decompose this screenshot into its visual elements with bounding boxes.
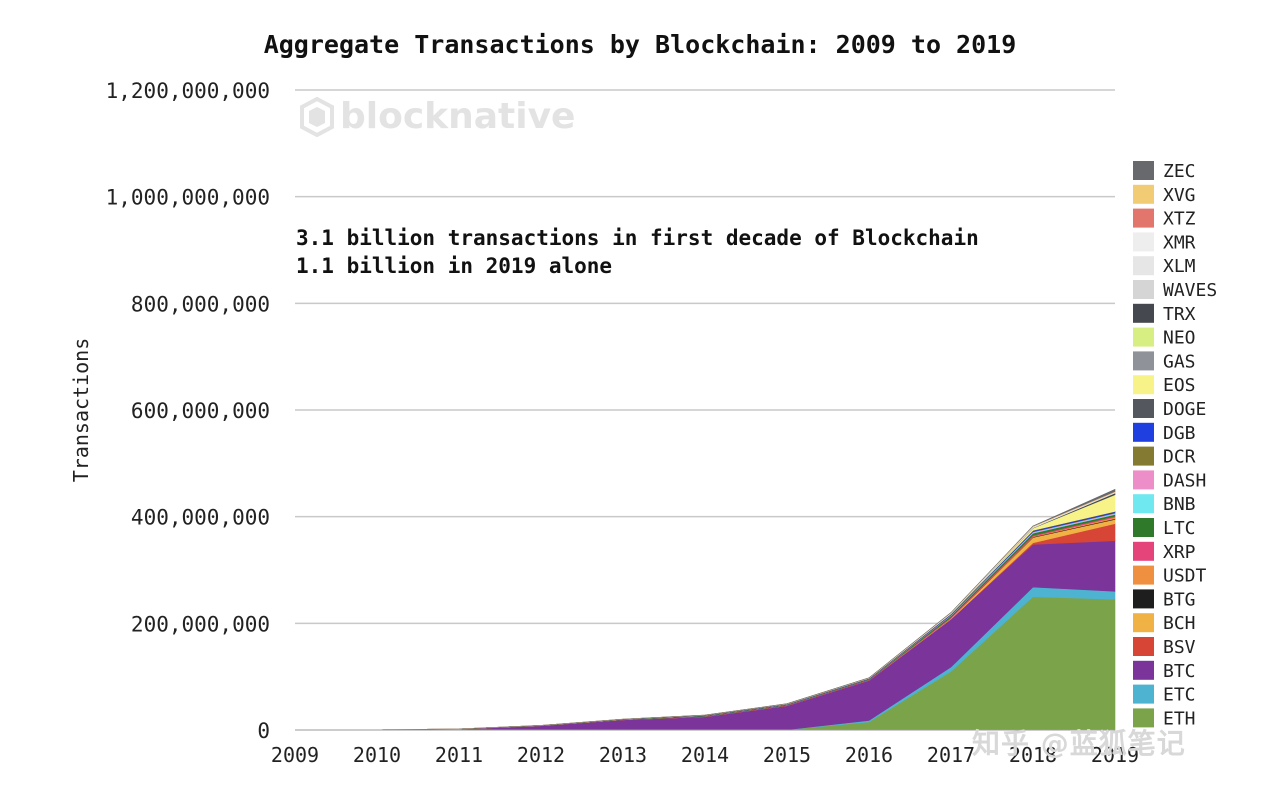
- legend-swatch-dcr: [1133, 446, 1154, 466]
- x-tick-label-2018: 2018: [1009, 743, 1057, 767]
- legend-label-xtz: XTZ: [1163, 209, 1196, 230]
- legend-swatch-trx: [1133, 303, 1154, 323]
- x-tick-label-2014: 2014: [681, 743, 729, 767]
- y-tick-label-2: 400,000,000: [131, 506, 270, 530]
- legend-swatch-zec: [1133, 161, 1154, 180]
- legend-label-etc: ETC: [1163, 685, 1196, 706]
- legend-swatch-xtz: [1133, 208, 1154, 228]
- chart-title: Aggregate Transactions by Blockchain: 20…: [263, 30, 1017, 59]
- legend-swatch-waves: [1133, 280, 1154, 299]
- y-tick-label-4: 800,000,000: [131, 292, 270, 316]
- x-tick-label-2010: 2010: [353, 743, 401, 767]
- x-tick-label-2009: 2009: [271, 743, 319, 767]
- legend-swatch-btc: [1133, 660, 1154, 680]
- legend-label-bsv: BSV: [1163, 637, 1196, 658]
- legend-swatch-xvg: [1133, 184, 1154, 204]
- legend-swatch-usdt: [1133, 565, 1154, 585]
- legend-label-trx: TRX: [1163, 304, 1196, 325]
- legend-swatch-eth: [1133, 708, 1154, 728]
- legend-label-usdt: USDT: [1163, 566, 1207, 587]
- legend-label-waves: WAVES: [1163, 280, 1217, 301]
- x-tick-label-2011: 2011: [435, 743, 483, 767]
- legend-swatch-xlm: [1133, 256, 1154, 276]
- x-tick-label-2012: 2012: [517, 743, 565, 767]
- legend-swatch-gas: [1133, 351, 1154, 371]
- legend-swatch-xmr: [1133, 232, 1154, 252]
- y-tick-label-5: 1,000,000,000: [106, 186, 270, 210]
- legend-swatch-ltc: [1133, 518, 1154, 537]
- y-tick-label-0: 0: [257, 719, 270, 743]
- legend-swatch-neo: [1133, 327, 1154, 347]
- x-tick-label-2016: 2016: [845, 743, 893, 767]
- legend-label-gas: GAS: [1163, 351, 1196, 372]
- legend-label-eos: EOS: [1163, 375, 1196, 396]
- legend-label-eth: ETH: [1163, 708, 1196, 729]
- legend-label-dash: DASH: [1163, 470, 1206, 491]
- y-tick-label-1: 200,000,000: [131, 612, 270, 636]
- x-tick-label-2015: 2015: [763, 743, 811, 767]
- legend-label-ltc: LTC: [1163, 518, 1196, 539]
- x-tick-label-2019: 2019: [1091, 743, 1139, 767]
- legend-label-dgb: DGB: [1163, 423, 1196, 444]
- legend-label-xmr: XMR: [1163, 232, 1196, 253]
- legend-swatch-xrp: [1133, 541, 1154, 561]
- legend-label-xlm: XLM: [1163, 256, 1196, 277]
- legend-label-btg: BTG: [1163, 589, 1196, 610]
- legend-label-neo: NEO: [1163, 328, 1196, 349]
- annotation-line-2: 1.1 billion in 2019 alone: [296, 254, 613, 278]
- corner-watermark: 知乎 @蓝狐笔记: [972, 727, 1186, 760]
- legend-swatch-eos: [1133, 375, 1154, 395]
- legend-swatch-etc: [1133, 684, 1154, 704]
- x-tick-label-2017: 2017: [927, 743, 975, 767]
- legend-label-zec: ZEC: [1163, 161, 1196, 182]
- legend-swatch-btg: [1133, 589, 1154, 609]
- watermark-blocknative: blocknative: [300, 96, 575, 137]
- x-tick-label-2013: 2013: [599, 743, 647, 767]
- legend-label-dcr: DCR: [1163, 447, 1196, 468]
- legend-label-bnb: BNB: [1163, 494, 1196, 515]
- y-tick-label-3: 600,000,000: [131, 399, 270, 423]
- legend-swatch-bch: [1133, 613, 1154, 633]
- area-zec: [294, 488, 1116, 731]
- legend-swatch-bnb: [1133, 494, 1154, 514]
- legend-label-doge: DOGE: [1163, 399, 1206, 420]
- legend-swatch-dash: [1133, 470, 1154, 490]
- legend-swatch-dgb: [1133, 422, 1154, 442]
- annotation-line-1: 3.1 billion transactions in first decade…: [296, 226, 979, 250]
- legend-label-xrp: XRP: [1163, 542, 1196, 563]
- legend-swatch-bsv: [1133, 637, 1154, 656]
- blocknative-logo-icon: [300, 96, 334, 137]
- watermark-text: blocknative: [340, 96, 576, 137]
- legend-label-bch: BCH: [1163, 613, 1196, 634]
- legend-label-xvg: XVG: [1163, 185, 1196, 206]
- y-tick-label-6: 1,200,000,000: [106, 79, 270, 103]
- legend-label-btc: BTC: [1163, 661, 1196, 682]
- legend-swatch-doge: [1133, 399, 1154, 418]
